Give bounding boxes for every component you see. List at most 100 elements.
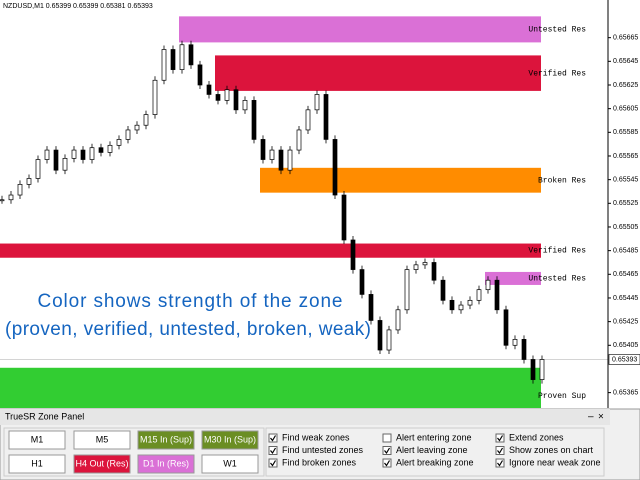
button-label[interactable]: W1 [223, 458, 237, 468]
candle [395, 309, 401, 331]
candle [332, 139, 338, 196]
zone-label: Untested Res [528, 275, 586, 284]
candle [314, 94, 320, 111]
checkmark [270, 435, 277, 442]
button-group [3, 427, 265, 477]
zone-panel: TrueSR Zone Panel – × M1 M5 M15 In (Sup) M3… [0, 408, 640, 480]
candle [458, 304, 464, 311]
candle [197, 64, 203, 86]
checkbox[interactable] [495, 446, 505, 455]
button-label[interactable]: M5 [96, 434, 109, 444]
checkbox[interactable] [495, 433, 505, 443]
candle [377, 320, 383, 351]
checkbox[interactable] [495, 458, 505, 468]
candle [467, 299, 473, 306]
timeframe-button[interactable] [8, 430, 66, 450]
checkmark [270, 447, 277, 455]
option-label[interactable]: Extend zones [509, 432, 564, 442]
button-label[interactable]: H1 [31, 458, 43, 468]
candle [278, 149, 284, 171]
zone [215, 55, 541, 91]
timeframe-button[interactable] [73, 454, 131, 474]
timeframe-button[interactable] [73, 430, 131, 450]
candle [233, 89, 239, 111]
candle [530, 359, 536, 380]
candle [269, 149, 275, 160]
checkbox[interactable] [382, 458, 392, 468]
option-label[interactable]: Show zones on chart [509, 445, 594, 455]
timeframe-button[interactable] [8, 454, 66, 474]
timeframe-button[interactable] [201, 454, 259, 474]
candle [539, 359, 545, 380]
zone [179, 16, 541, 43]
button-label[interactable]: M15 In (Sup) [140, 434, 192, 444]
candle [44, 149, 50, 160]
minimize-button[interactable]: – [588, 412, 594, 423]
candle [107, 144, 113, 153]
candle [476, 289, 482, 301]
close-button[interactable]: × [598, 412, 604, 423]
button-label[interactable]: H4 Out (Res) [75, 458, 128, 468]
tick-label: 0.65665 [613, 35, 638, 42]
candle [8, 194, 14, 201]
checkmark [384, 447, 391, 455]
candle [188, 44, 194, 66]
candle [224, 89, 230, 101]
candle [413, 264, 419, 270]
candle [152, 79, 158, 115]
candle [260, 139, 266, 160]
tick-label: 0.65565 [613, 153, 638, 160]
button-label[interactable]: M30 In (Sup) [204, 434, 256, 444]
candle [422, 262, 428, 266]
last-price-box [608, 354, 640, 365]
candle [242, 100, 248, 111]
checkbox[interactable] [268, 433, 278, 443]
candle [89, 147, 95, 160]
tick-label: 0.65425 [613, 318, 638, 325]
candle [404, 269, 410, 311]
chart-header: NZDUSD,M1 0.65399 0.65399 0.65381 0.6539… [3, 3, 153, 10]
button-label[interactable]: M1 [31, 434, 44, 444]
tick-label: 0.65585 [613, 129, 638, 136]
zone-label: Verified Res [528, 247, 586, 256]
candle [62, 157, 68, 171]
candle [368, 294, 374, 321]
option-label[interactable]: Ignore near weak zone [509, 457, 601, 467]
tick-label: 0.65505 [613, 224, 638, 231]
candle [287, 149, 293, 171]
timeframe-button[interactable] [137, 454, 195, 474]
candle [485, 279, 491, 291]
candle [71, 149, 77, 159]
option-label[interactable]: Alert entering zone [396, 432, 472, 442]
checkmark [270, 460, 277, 467]
panel-title: TrueSR Zone Panel [5, 411, 84, 421]
timeframe-button[interactable] [137, 430, 195, 450]
candle [503, 309, 509, 346]
option-label[interactable]: Find broken zones [282, 457, 357, 467]
option-label[interactable]: Find untested zones [282, 445, 364, 455]
candle [80, 149, 86, 160]
option-label[interactable]: Alert leaving zone [396, 445, 468, 455]
button-label[interactable]: D1 In (Res) [143, 458, 189, 468]
checkbox[interactable] [268, 446, 278, 455]
zone-label: Untested Res [528, 25, 586, 34]
candle [35, 159, 41, 179]
candle [350, 239, 356, 270]
option-label[interactable]: Alert breaking zone [396, 457, 474, 467]
tick-label: 0.65485 [613, 247, 638, 254]
checkbox[interactable] [382, 433, 392, 443]
candle [521, 339, 527, 360]
option-group [265, 427, 605, 477]
tick-label: 0.65365 [613, 389, 638, 396]
candle [359, 269, 365, 295]
candle [125, 129, 131, 140]
checkbox[interactable] [268, 458, 278, 468]
checkmark [497, 435, 504, 442]
panel-titlebar [0, 409, 610, 425]
option-label[interactable]: Find weak zones [282, 432, 350, 442]
checkbox[interactable] [382, 446, 392, 455]
timeframe-button[interactable] [201, 430, 259, 450]
tick-label: 0.65645 [613, 58, 638, 65]
annotation: Color shows strength of the zone [38, 291, 343, 312]
candle [206, 84, 212, 95]
